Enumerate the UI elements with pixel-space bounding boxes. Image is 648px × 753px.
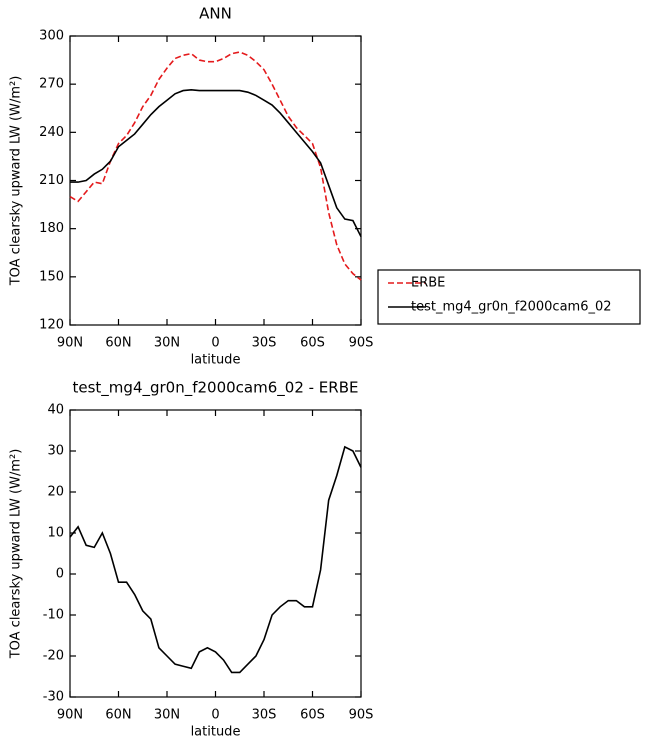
- x-axis-label: latitude: [191, 725, 241, 740]
- y-tick-label: 0: [56, 567, 64, 582]
- y-tick-label: -10: [43, 608, 64, 623]
- y-tick-label: 240: [39, 125, 64, 140]
- y-tick-label: 300: [39, 29, 64, 44]
- x-tick-label: 30S: [252, 336, 277, 351]
- y-tick-label: 120: [39, 318, 64, 333]
- y-tick-label: 210: [39, 173, 64, 188]
- data-line: [69, 51, 362, 281]
- x-tick-label: 90S: [349, 336, 374, 351]
- x-tick-label: 0: [211, 708, 219, 723]
- y-tick-label: 270: [39, 77, 64, 92]
- x-tick-label: 90N: [57, 708, 83, 723]
- y-tick-label: 10: [47, 526, 64, 541]
- y-tick-label: -20: [43, 649, 64, 664]
- legend-box: [377, 269, 641, 325]
- legend-label: test_mg4_gr0n_f2000cam6_02: [411, 300, 612, 315]
- y-tick-label: 40: [47, 403, 64, 418]
- data-line: [69, 445, 362, 674]
- y-axis-label: TOA clearsky upward LW (W/m²): [9, 449, 24, 660]
- x-tick-label: 30S: [252, 708, 277, 723]
- x-tick-label: 0: [211, 336, 219, 351]
- y-tick-label: 150: [39, 269, 64, 284]
- data-line: [70, 88, 362, 238]
- x-axis-label: latitude: [191, 353, 241, 368]
- plot-frame: [69, 409, 362, 698]
- x-tick-label: 60N: [105, 708, 131, 723]
- plot-frame: [69, 35, 362, 326]
- x-tick-label: 90S: [349, 708, 374, 723]
- chart-title: ANN: [199, 5, 232, 23]
- x-tick-label: 30N: [154, 336, 180, 351]
- y-tick-label: -30: [43, 690, 64, 705]
- x-tick-label: 90N: [57, 336, 83, 351]
- chart-title: test_mg4_gr0n_f2000cam6_02 - ERBE: [73, 379, 359, 398]
- x-tick-label: 60S: [300, 336, 325, 351]
- y-axis-label: TOA clearsky upward LW (W/m²): [9, 76, 24, 287]
- y-tick-label: 20: [47, 485, 64, 500]
- x-tick-label: 60N: [105, 336, 131, 351]
- x-tick-label: 60S: [300, 708, 325, 723]
- legend-label: ERBE: [411, 276, 445, 291]
- y-tick-label: 30: [47, 444, 64, 459]
- x-tick-label: 30N: [154, 708, 180, 723]
- y-tick-label: 180: [39, 221, 64, 236]
